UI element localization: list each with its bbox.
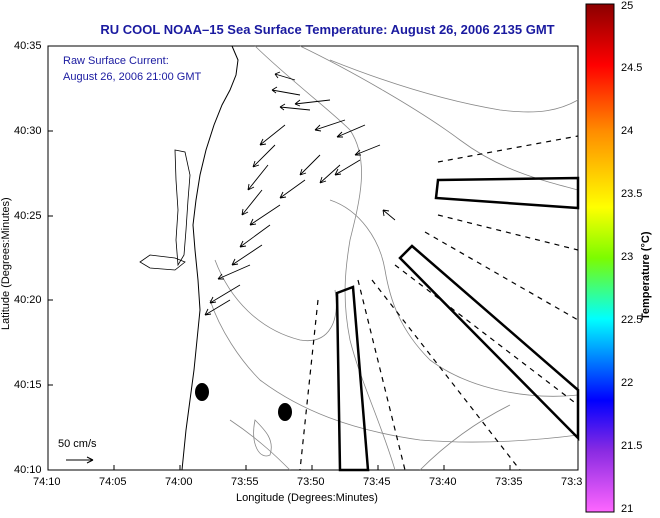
bathymetry-contours	[209, 45, 579, 471]
coastline	[181, 45, 239, 471]
y-tick-label: 40:30	[14, 125, 42, 137]
colorbar-tick: 23.5	[621, 188, 643, 200]
y-tick-label: 40:35	[14, 40, 42, 52]
barrier-island	[174, 149, 191, 267]
y-tick-label: 40:20	[14, 294, 42, 306]
coverage-wedges	[335, 176, 580, 472]
y-tick-label: 40:15	[14, 379, 42, 391]
legend-line2: August 26, 2006 21:00 GMT	[63, 71, 202, 83]
colorbar-tick: 21	[621, 503, 634, 515]
x-axis-label: Longitude (Degrees:Minutes)	[236, 492, 378, 504]
colorbar-tick: 25	[621, 0, 634, 12]
x-tick-label: 74:00	[165, 476, 193, 488]
current-vectors	[204, 71, 396, 316]
x-tick-label: 73:50	[297, 476, 325, 488]
station-marker	[195, 383, 209, 401]
station-marker	[278, 403, 292, 421]
map-frame	[47, 45, 579, 471]
x-tick-label: 73:55	[231, 476, 259, 488]
x-tick-label: 73:45	[363, 476, 391, 488]
y-tick-label: 40:10	[14, 464, 42, 476]
colorbar-tick: 22.5	[621, 314, 643, 326]
colorbar-tick: 23	[621, 251, 634, 263]
x-tick-label: 74:05	[99, 476, 127, 488]
y-axis-label: Latitude (Degrees:Minutes)	[0, 197, 12, 330]
inlet	[139, 254, 186, 271]
colorbar	[585, 3, 615, 513]
colorbar-tick: 21.5	[621, 440, 643, 452]
scale-label: 50 cm/s	[58, 438, 97, 450]
x-tick-label: 73:40	[429, 476, 457, 488]
colorbar-tick: 24	[621, 125, 634, 137]
y-tick-label: 40:25	[14, 210, 42, 222]
legend-line1: Raw Surface Current:	[63, 55, 169, 67]
scale-arrow	[66, 456, 94, 464]
colorbar-label: Temperature (°C)	[640, 231, 652, 320]
dashed-radials	[299, 135, 579, 471]
x-tick-label: 73:35	[495, 476, 523, 488]
colorbar-tick: 24.5	[621, 62, 643, 74]
colorbar-tick: 22	[621, 377, 634, 389]
x-tick-label: 74:10	[33, 476, 61, 488]
map-title: RU COOL NOAA–15 Sea Surface Temperature:…	[100, 22, 555, 37]
x-tick-label: 73:3	[561, 476, 583, 488]
